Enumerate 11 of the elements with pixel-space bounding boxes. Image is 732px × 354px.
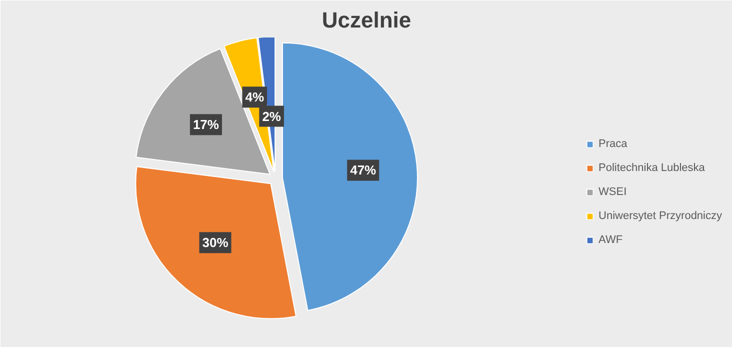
legend-label: WSEI [598,186,627,198]
data-label: 30% [202,235,229,250]
data-label: 47% [350,162,377,178]
legend-label: AWF [598,234,623,246]
data-label: 4% [245,90,264,105]
data-label: 2% [262,108,282,124]
legend-label: Praca [598,138,628,150]
data-label: 17% [192,117,220,132]
legend-label: Uniwersytet Przyrodniczy [598,210,722,222]
legend-label: Politechnika Lubleska [598,162,705,174]
chart-title: Uczelnie [322,8,412,32]
